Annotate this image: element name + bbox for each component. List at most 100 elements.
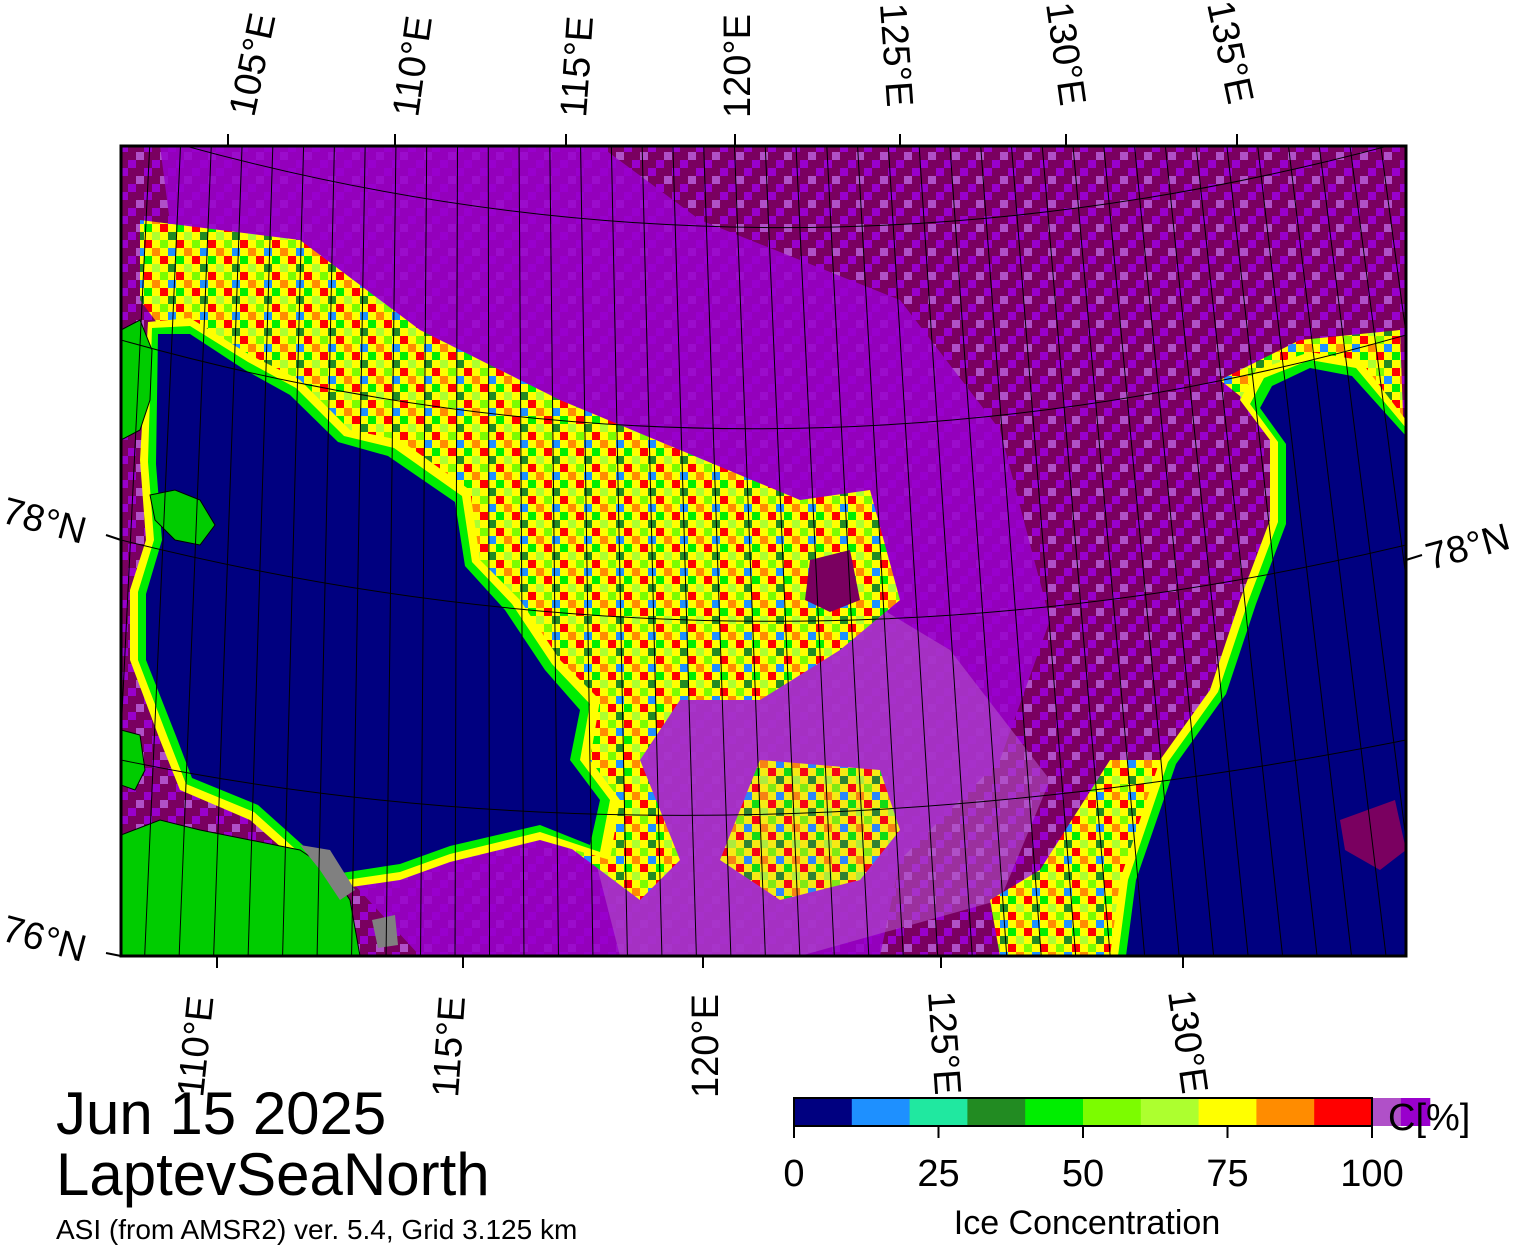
- latitude-labels: 78°N 76°N 78°N: [0, 490, 1514, 971]
- meridian-line: [795, 146, 835, 956]
- tick-marks: [105, 134, 1423, 968]
- colorbar-cell: [1025, 1098, 1084, 1126]
- land-severnaya-zemlya-north: [121, 319, 153, 441]
- colorbar-cell: [1256, 1098, 1315, 1126]
- colorbar-cell: [1140, 1098, 1200, 1126]
- meridian-line: [610, 146, 628, 956]
- product-label: ASI (from AMSR2) ver. 5.4, Grid 3.125 km: [56, 1214, 578, 1245]
- meridian-line: [703, 146, 732, 956]
- meridian-line: [857, 146, 904, 956]
- date-label: Jun 15 2025: [56, 1080, 387, 1147]
- coast-gray-island: [372, 915, 398, 948]
- meridian-line: [549, 146, 559, 956]
- map-area: [121, 146, 1406, 956]
- coast-gray-taymyr: [300, 845, 355, 900]
- ice-patch-east-polynya: [1340, 800, 1406, 870]
- colorbar-tick-label: 100: [1340, 1153, 1403, 1195]
- parallel-78N: [121, 539, 1406, 622]
- meridian-line: [121, 146, 151, 745]
- colorbar-unit: C[%]: [1388, 1097, 1470, 1139]
- lat-label-left: 76°N: [0, 908, 91, 971]
- meridian-line: [316, 146, 335, 956]
- meridian-line: [826, 146, 870, 956]
- lon-label-top: 105°E: [222, 9, 285, 119]
- meridian-line: [213, 146, 243, 956]
- lon-label-bottom: 115°E: [425, 995, 474, 1099]
- graticule: [121, 146, 1406, 956]
- marginal-ice-zone-south: [720, 760, 900, 900]
- lon-label-bottom: 120°E: [685, 994, 727, 1098]
- meridian-line: [1257, 146, 1353, 956]
- meridian-line: [1010, 146, 1077, 956]
- colorbar-tick-label: 0: [783, 1153, 804, 1195]
- meridian-line: [1380, 146, 1406, 338]
- colorbar-cells: [794, 1098, 1431, 1126]
- colorbar-cell: [1372, 1098, 1402, 1126]
- meridian-line: [1318, 146, 1406, 845]
- polynya-east-open-water: [1126, 368, 1406, 956]
- colorbar-tick-label: 25: [917, 1153, 959, 1195]
- polynya-west-open-water: [146, 334, 600, 874]
- land-island-small: [121, 729, 146, 791]
- marginal-ice-zone-west: [140, 220, 900, 900]
- meridian-line: [918, 146, 973, 956]
- ice-patch-center: [805, 550, 860, 612]
- meridian-line: [487, 146, 490, 956]
- parallel-77N: [121, 739, 1406, 816]
- lon-label-bottom: 125°E: [919, 990, 968, 1097]
- lon-label-top: 110°E: [385, 13, 441, 119]
- meridian-line: [580, 146, 594, 956]
- lon-label-top: 120°E: [717, 14, 759, 118]
- top-longitude-labels: 105°E 110°E 115°E 120°E 125°E 130°E 135°…: [222, 0, 1261, 120]
- colorbar-cell: [794, 1098, 853, 1126]
- colorbar: 0 25 50 75 100 C[%] Ice Concentration: [783, 1097, 1470, 1242]
- meridian-line: [282, 146, 305, 956]
- meridian-line: [1103, 146, 1180, 956]
- land-islands-west: [149, 489, 216, 546]
- meridian-line: [1349, 146, 1406, 582]
- meridian-line: [454, 146, 458, 956]
- meridian-line: [518, 146, 525, 956]
- meridian-line: [385, 146, 397, 956]
- meridian-line: [733, 146, 766, 956]
- colorbar-tick-label: 75: [1206, 1153, 1248, 1195]
- lon-label-bottom: 130°E: [1159, 987, 1215, 1096]
- meridian-line: [641, 146, 663, 956]
- colorbar-tick-label: 50: [1062, 1153, 1104, 1195]
- colorbar-title: Ice Concentration: [954, 1204, 1221, 1242]
- meridian-line: [949, 146, 1008, 956]
- map-frame: [119, 144, 1408, 958]
- lon-label-top: 125°E: [871, 2, 920, 109]
- colorbar-cell: [909, 1098, 968, 1126]
- colorbar-cell: [1314, 1098, 1373, 1126]
- meridian-line: [1041, 146, 1111, 956]
- colorbar-cell: [851, 1098, 911, 1126]
- meridian-line: [178, 146, 212, 956]
- colorbar-cell: [1083, 1098, 1142, 1126]
- lon-label-top: 130°E: [1037, 0, 1093, 108]
- meridian-line: [887, 146, 939, 956]
- meridians: [121, 146, 1406, 956]
- meridian-line: [1287, 146, 1387, 956]
- colorbar-cell: [1400, 1098, 1431, 1126]
- meridian-line: [1195, 146, 1284, 956]
- meridian-line: [764, 146, 801, 956]
- meridian-line: [144, 146, 181, 956]
- lat-label-left: 78°N: [0, 490, 91, 553]
- lon-label-top: 135°E: [1198, 0, 1261, 108]
- lat-label-right: 78°N: [1421, 516, 1514, 579]
- meridian-line: [980, 146, 1042, 956]
- meridian-line: [1164, 146, 1249, 956]
- meridian-line: [1134, 146, 1215, 956]
- parallel-78-5N: [121, 334, 1406, 430]
- colorbar-cell: [967, 1098, 1026, 1126]
- meridian-line: [351, 146, 366, 956]
- meridian-line: [1072, 146, 1146, 956]
- meridian-line: [247, 146, 274, 956]
- lon-label-top: 115°E: [553, 15, 602, 119]
- parallel-79N: [183, 146, 1390, 229]
- meridian-line: [1226, 146, 1318, 956]
- colorbar-cell: [1198, 1098, 1257, 1126]
- meridian-line: [672, 146, 697, 956]
